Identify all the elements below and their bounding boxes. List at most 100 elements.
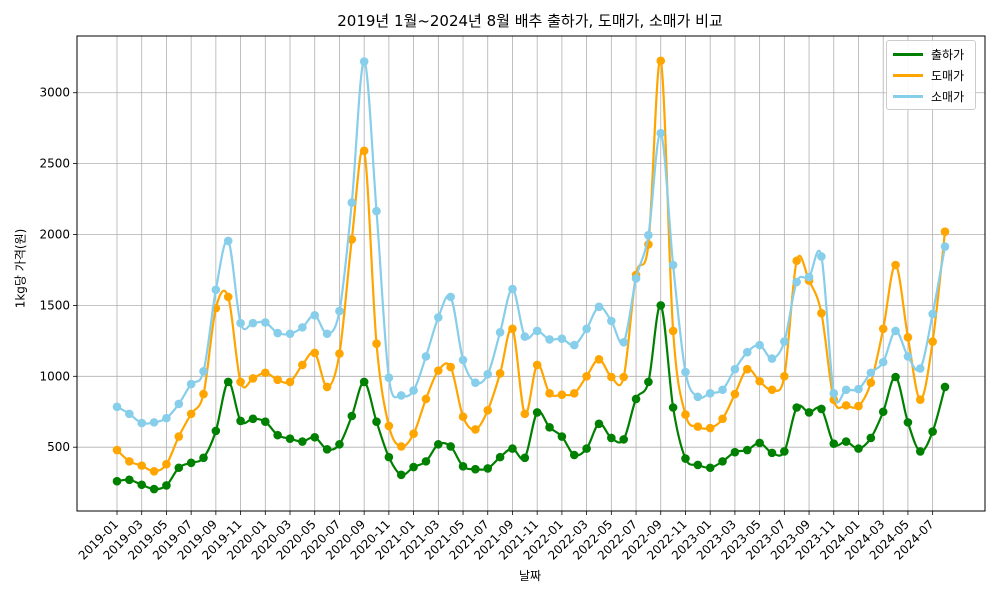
- data-point-wholesale: [162, 459, 171, 469]
- data-point-wholesale: [582, 371, 591, 381]
- data-point-wholesale: [693, 422, 703, 431]
- data-point-wholesale: [817, 308, 826, 318]
- data-point-retail: [137, 418, 147, 428]
- data-point-shipping: [236, 416, 245, 426]
- legend-item-wholesale: 도매가: [893, 65, 969, 86]
- data-point-retail: [112, 402, 122, 412]
- data-point-wholesale: [149, 466, 159, 476]
- data-point-shipping: [273, 430, 282, 440]
- data-point-retail: [780, 337, 789, 346]
- data-point-shipping: [372, 417, 381, 426]
- data-point-shipping: [915, 447, 925, 456]
- data-point-retail: [718, 385, 727, 395]
- data-point-retail: [545, 335, 554, 344]
- data-point-wholesale: [619, 372, 628, 382]
- data-point-wholesale: [557, 390, 567, 400]
- data-point-wholesale: [298, 360, 307, 370]
- series-lines: [112, 56, 950, 494]
- data-point-wholesale: [780, 371, 789, 381]
- data-point-retail: [125, 409, 134, 419]
- data-point-shipping: [668, 403, 678, 412]
- series-retail: [112, 57, 950, 428]
- legend-item-shipping: 출하가: [893, 44, 969, 65]
- data-point-shipping: [804, 408, 814, 417]
- data-point-shipping: [705, 463, 715, 473]
- y-tick-label: 500: [47, 440, 70, 454]
- series-line-retail: [116, 60, 947, 425]
- data-point-wholesale: [310, 348, 320, 358]
- data-point-wholesale: [421, 394, 431, 404]
- data-point-shipping: [186, 458, 196, 468]
- data-point-wholesale: [248, 374, 258, 383]
- data-point-retail: [248, 318, 258, 328]
- data-point-shipping: [223, 377, 233, 387]
- data-point-retail: [730, 364, 740, 374]
- data-point-shipping: [174, 463, 184, 473]
- data-point-retail: [458, 355, 468, 365]
- data-point-shipping: [446, 442, 455, 451]
- data-point-retail: [223, 236, 233, 246]
- data-point-shipping: [619, 435, 628, 444]
- data-point-wholesale: [607, 372, 616, 382]
- data-point-shipping: [644, 377, 653, 387]
- legend-swatch-retail: [893, 95, 923, 98]
- data-point-retail: [372, 206, 381, 216]
- data-point-retail: [495, 328, 505, 337]
- data-point-shipping: [767, 448, 777, 458]
- data-point-wholesale: [483, 406, 493, 415]
- data-point-retail: [384, 373, 394, 383]
- data-point-wholesale: [471, 425, 480, 434]
- data-point-retail: [186, 379, 196, 389]
- data-point-wholesale: [594, 354, 604, 364]
- data-point-wholesale: [273, 375, 282, 385]
- data-point-shipping: [891, 372, 900, 382]
- data-point-shipping: [940, 382, 950, 392]
- data-point-wholesale: [656, 56, 666, 66]
- data-point-shipping: [594, 419, 604, 429]
- plot-frame: [76, 35, 986, 512]
- data-point-wholesale: [186, 409, 196, 419]
- data-point-retail: [767, 354, 777, 363]
- data-point-wholesale: [372, 339, 381, 348]
- data-point-shipping: [359, 377, 369, 387]
- data-point-wholesale: [335, 349, 344, 358]
- legend-label-retail: 소매가: [931, 90, 965, 104]
- data-point-wholesale: [409, 429, 418, 439]
- data-point-shipping: [681, 454, 690, 463]
- data-point-retail: [631, 274, 641, 283]
- data-point-retail: [569, 340, 579, 350]
- data-point-retail: [903, 352, 913, 361]
- data-point-wholesale: [545, 389, 554, 398]
- data-point-shipping: [409, 462, 418, 472]
- legend-swatch-shipping: [893, 53, 923, 56]
- legend-swatch-wholesale: [893, 74, 923, 77]
- data-point-retail: [520, 332, 530, 341]
- data-point-wholesale: [718, 414, 727, 424]
- data-point-shipping: [582, 444, 591, 453]
- data-point-shipping: [569, 450, 579, 460]
- data-point-wholesale: [322, 382, 332, 392]
- data-point-shipping: [557, 432, 567, 441]
- data-point-shipping: [434, 440, 443, 449]
- data-point-retail: [359, 57, 369, 66]
- data-point-wholesale: [755, 376, 764, 386]
- x-axis-label: 날짜: [518, 569, 542, 583]
- data-point-wholesale: [940, 227, 950, 236]
- data-point-retail: [174, 399, 184, 409]
- data-point-retail: [619, 337, 628, 347]
- y-tick-label: 2000: [39, 228, 70, 242]
- data-point-shipping: [298, 437, 307, 446]
- data-point-wholesale: [434, 366, 443, 375]
- data-point-wholesale: [446, 362, 455, 372]
- data-point-retail: [829, 389, 839, 398]
- data-point-shipping: [878, 407, 888, 417]
- series-wholesale: [112, 56, 950, 476]
- data-point-retail: [817, 252, 826, 261]
- data-point-shipping: [829, 439, 839, 448]
- legend-label-wholesale: 도매가: [931, 69, 965, 83]
- data-point-wholesale: [347, 235, 357, 244]
- data-point-shipping: [693, 460, 703, 470]
- data-point-shipping: [396, 470, 406, 480]
- data-point-retail: [347, 198, 357, 207]
- data-point-retail: [236, 318, 245, 328]
